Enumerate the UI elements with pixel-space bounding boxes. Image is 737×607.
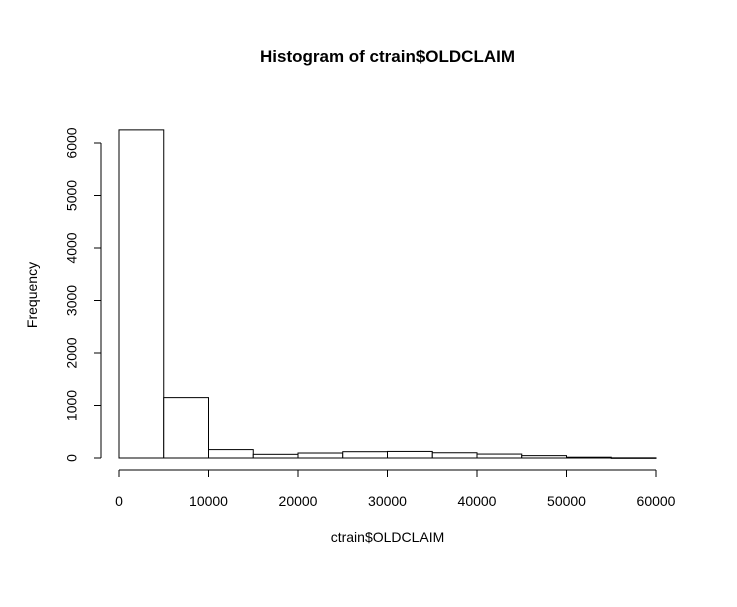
- x-axis-label: ctrain$OLDCLAIM: [330, 529, 445, 545]
- y-tick-label: 6000: [64, 127, 80, 158]
- histogram-bar: [342, 451, 388, 459]
- y-tick-label: 3000: [64, 285, 80, 316]
- x-tick-label: 30000: [368, 493, 407, 509]
- y-tick-label: 5000: [64, 180, 80, 211]
- y-axis: 0 1000 2000 3000 4000 5000 6000: [64, 127, 102, 462]
- histogram-bar: [208, 449, 254, 459]
- histogram-bar: [521, 455, 567, 459]
- histogram-bar: [431, 452, 478, 459]
- x-tick-label: 60000: [637, 493, 676, 509]
- x-tick-label: 50000: [547, 493, 586, 509]
- y-tick-label: 2000: [64, 337, 80, 368]
- histogram-bar: [252, 453, 299, 459]
- chart-title: Histogram of ctrain$OLDCLAIM: [259, 47, 516, 66]
- histogram-bar: [387, 450, 433, 459]
- x-tick-label: 0: [115, 493, 123, 509]
- y-axis-label: Frequency: [24, 261, 40, 329]
- histogram-bar: [610, 457, 657, 459]
- x-axis: 0 10000 20000 30000 40000 50000 60000: [115, 469, 676, 509]
- histogram-bar: [566, 456, 612, 459]
- y-tick-label: 1000: [64, 390, 80, 421]
- x-tick-label: 40000: [458, 493, 497, 509]
- histogram-bar: [297, 452, 344, 459]
- y-tick-label: 0: [64, 454, 80, 462]
- histogram-bar: [476, 453, 523, 459]
- bars-group: [118, 129, 657, 459]
- y-tick-label: 4000: [64, 232, 80, 263]
- x-tick-label: 20000: [279, 493, 318, 509]
- x-tick-label: 10000: [189, 493, 228, 509]
- histogram-bar: [118, 129, 165, 459]
- histogram-bar: [163, 397, 209, 459]
